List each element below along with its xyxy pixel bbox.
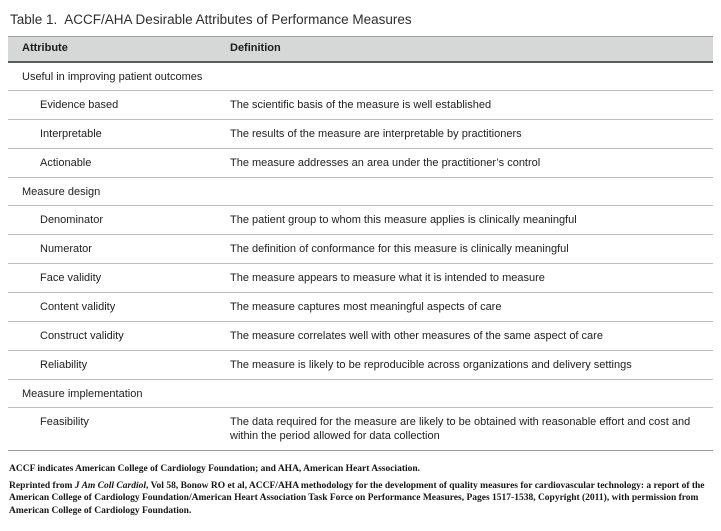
abbreviations-footnote: ACCF indicates American College of Cardi… [9, 464, 421, 474]
table-row: Denominator The patient group to whom thi… [8, 206, 713, 235]
table-row: Evidence based The scientific basis of th… [8, 91, 713, 120]
table-row: Interpretable The results of the measure … [8, 120, 713, 149]
column-header-definition: Definition [230, 42, 281, 54]
attribute-cell: Construct validity [40, 330, 124, 342]
section-row: Useful in improving patient outcomes [8, 63, 713, 91]
table-header-row: Attribute Definition [8, 37, 713, 63]
definition-cell: The measure captures most meaningful asp… [230, 301, 502, 313]
definition-cell: The scientific basis of the measure is w… [230, 99, 492, 111]
definition-cell: The data required for the measure are li… [230, 416, 691, 442]
column-header-attribute: Attribute [22, 42, 68, 54]
reprint-suffix: , Vol 58, Bonow RO et al, ACCF/AHA metho… [9, 480, 705, 516]
reprint-footnote: Reprinted from J Am Coll Cardiol, Vol 58… [9, 480, 713, 518]
section-row: Measure implementation [8, 380, 713, 408]
table-row: Feasibility The data required for the mea… [8, 408, 713, 451]
table-title: Table 1. ACCF/AHA Desirable Attributes of… [8, 8, 713, 36]
attribute-cell: Actionable [40, 157, 92, 169]
attributes-table: Attribute Definition Useful in improving… [8, 36, 713, 451]
table-row: Construct validity The measure correlates… [8, 322, 713, 351]
attribute-cell: Interpretable [40, 128, 102, 140]
table-title-text: ACCF/AHA Desirable Attributes of Perform… [64, 12, 412, 27]
definition-cell: The definition of conformance for this m… [230, 243, 569, 255]
table-row: Content validity The measure captures mos… [8, 293, 713, 322]
attribute-cell: Numerator [40, 243, 92, 255]
section-row: Measure design [8, 178, 713, 206]
attribute-cell: Denominator [40, 214, 103, 226]
attribute-cell: Reliability [40, 359, 88, 371]
attribute-cell: Evidence based [40, 99, 119, 111]
table-row: Reliability The measure is likely to be r… [8, 351, 713, 380]
page: Table 1. ACCF/AHA Desirable Attributes of… [8, 8, 713, 517]
definition-cell: The results of the measure are interpret… [230, 128, 522, 140]
table-footnotes: ACCF indicates American College of Cardi… [8, 463, 713, 517]
journal-name: J Am Coll Cardiol [74, 480, 146, 491]
table-number-label: Table 1. [10, 12, 58, 27]
table-body: Useful in improving patient outcomes Evid… [8, 63, 713, 451]
table-row: Face validity The measure appears to meas… [8, 264, 713, 293]
table-row: Actionable The measure addresses an area … [8, 149, 713, 178]
definition-cell: The measure appears to measure what it i… [230, 272, 545, 284]
attribute-cell: Feasibility [40, 416, 89, 428]
definition-cell: The patient group to whom this measure a… [230, 214, 577, 226]
attribute-cell: Content validity [40, 301, 116, 313]
table-row: Numerator The definition of conformance f… [8, 235, 713, 264]
definition-cell: The measure correlates well with other m… [230, 330, 603, 342]
definition-cell: The measure addresses an area under the … [230, 157, 541, 169]
attribute-cell: Face validity [40, 272, 102, 284]
reprint-prefix: Reprinted from [9, 480, 75, 491]
definition-cell: The measure is likely to be reproducible… [230, 359, 632, 371]
